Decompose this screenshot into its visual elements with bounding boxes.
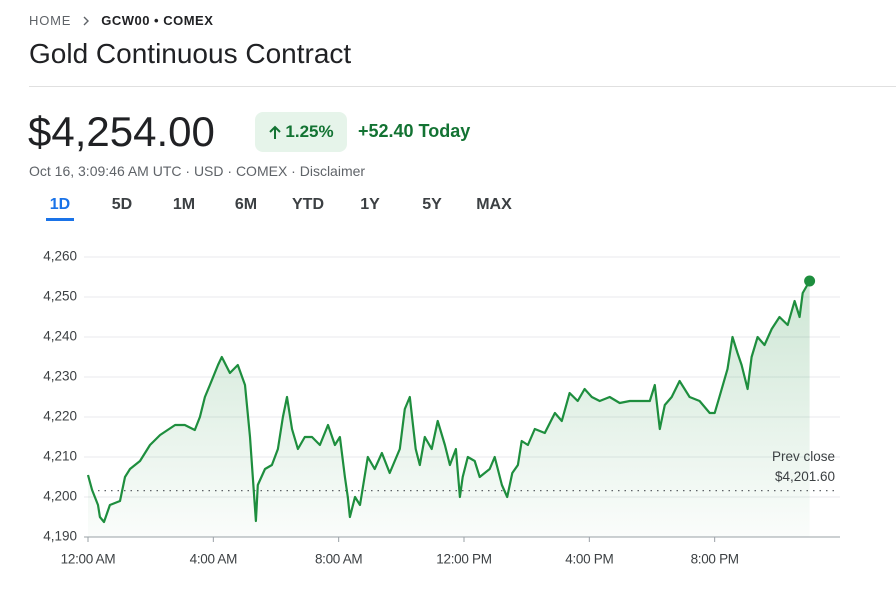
range-tab[interactable]: 5D bbox=[91, 196, 153, 220]
y-tick-label: 4,190 bbox=[43, 529, 77, 544]
change-pill: 1.25% bbox=[255, 112, 347, 152]
range-tab[interactable]: YTD bbox=[277, 196, 339, 220]
change-today: +52.40 Today bbox=[358, 121, 471, 141]
x-tick-label: 12:00 PM bbox=[436, 552, 491, 567]
page-title: Gold Continuous Contract bbox=[29, 38, 352, 69]
x-tick-label: 12:00 AM bbox=[61, 552, 116, 567]
range-tab-label[interactable]: 5Y bbox=[422, 196, 442, 213]
up-arrow-icon bbox=[269, 125, 282, 139]
y-tick-label: 4,250 bbox=[43, 289, 77, 304]
y-tick-label: 4,230 bbox=[43, 369, 77, 384]
range-tab-label[interactable]: 1Y bbox=[360, 196, 380, 213]
x-tick-label: 4:00 AM bbox=[190, 552, 237, 567]
prev-close-label: Prev close bbox=[772, 449, 835, 464]
y-tick-label: 4,260 bbox=[43, 249, 77, 264]
range-tab-label[interactable]: 6M bbox=[234, 196, 258, 213]
range-tab[interactable]: 6M bbox=[215, 196, 277, 220]
range-tab[interactable]: 1Y bbox=[339, 196, 401, 220]
range-tab-label[interactable]: YTD bbox=[292, 196, 324, 213]
quote-meta: Oct 16, 3:09:46 AM UTC · USD · COMEX · D… bbox=[29, 163, 366, 179]
prev-close-value: $4,201.60 bbox=[775, 469, 835, 484]
chevron-icon bbox=[83, 16, 90, 25]
range-tab-label[interactable]: 1M bbox=[172, 196, 196, 213]
range-tab-label[interactable]: 5D bbox=[111, 196, 133, 213]
separator bbox=[29, 86, 896, 87]
y-tick-label: 4,200 bbox=[43, 489, 77, 504]
y-tick-label: 4,210 bbox=[43, 449, 77, 464]
home-link[interactable]: HOME bbox=[29, 13, 72, 28]
range-tab-label[interactable]: 1D bbox=[45, 196, 75, 221]
symbol-link[interactable]: GCW00 • COMEX bbox=[101, 13, 214, 28]
breadcrumb: HOME GCW00 • COMEX bbox=[29, 13, 213, 28]
x-tick-label: 4:00 PM bbox=[565, 552, 613, 567]
price-line bbox=[86, 280, 811, 524]
change-percent: 1.25% bbox=[285, 122, 334, 141]
range-tab[interactable]: 1D bbox=[29, 196, 91, 221]
range-tab[interactable]: 5Y bbox=[401, 196, 463, 220]
y-tick-label: 4,240 bbox=[43, 329, 77, 344]
x-tick-label: 8:00 PM bbox=[691, 552, 739, 567]
price: $4,254.00 bbox=[28, 108, 215, 155]
range-tabs: 1D 5D 1M 6M YTD 1Y 5Y MAX bbox=[29, 196, 525, 221]
range-tab-label[interactable]: MAX bbox=[476, 196, 512, 213]
y-tick-label: 4,220 bbox=[43, 409, 77, 424]
area-fill bbox=[88, 281, 810, 537]
x-tick-label: 8:00 AM bbox=[315, 552, 362, 567]
range-tab[interactable]: 1M bbox=[153, 196, 215, 220]
last-point bbox=[804, 275, 816, 287]
range-tab[interactable]: MAX bbox=[463, 196, 525, 220]
